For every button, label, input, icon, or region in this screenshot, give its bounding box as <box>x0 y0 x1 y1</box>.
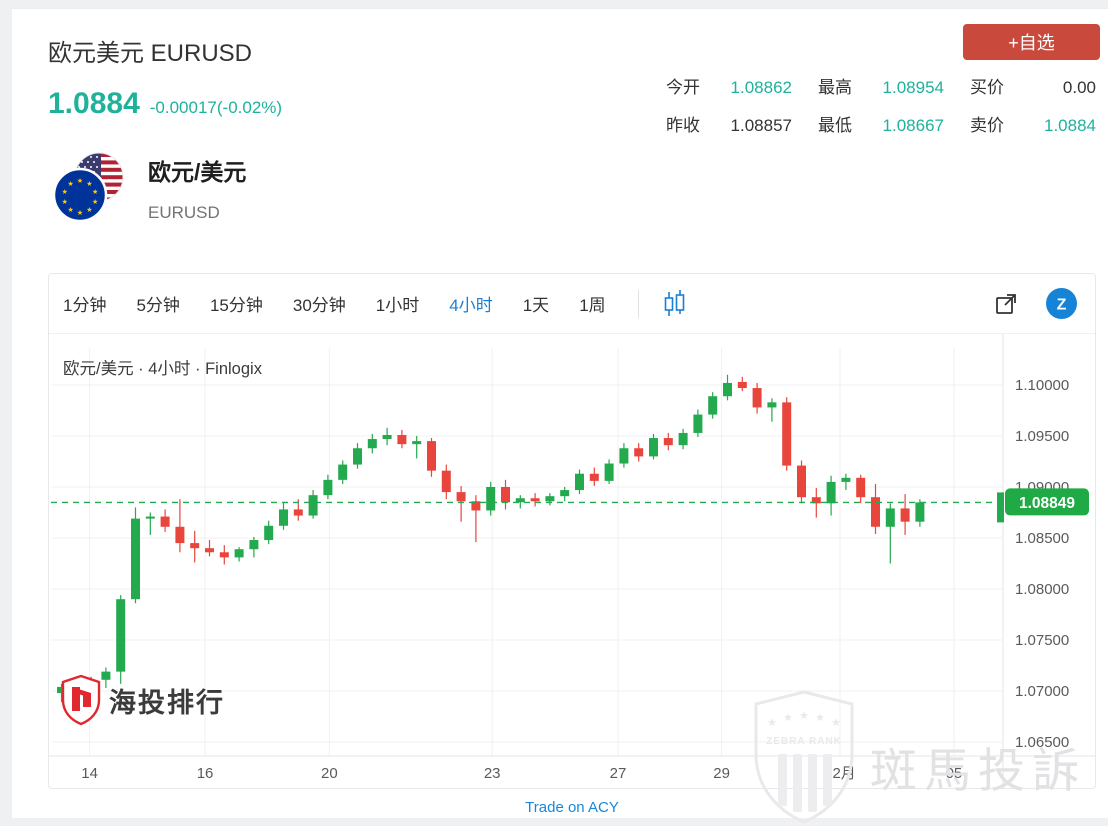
timeframe-tab-1小时[interactable]: 1小时 <box>376 285 419 322</box>
svg-text:★: ★ <box>67 206 73 214</box>
timeframe-tab-1周[interactable]: 1周 <box>579 285 605 322</box>
trade-on-acy-link[interactable]: Trade on ACY <box>525 799 619 816</box>
y-axis-label: 1.07000 <box>1015 683 1069 700</box>
stat-bid: 买价 0.00 <box>970 78 1096 97</box>
price-row: 1.0884 -0.00017(-0.02%) <box>48 87 282 121</box>
svg-text:Z: Z <box>1057 297 1067 314</box>
y-axis-label: 1.07500 <box>1015 632 1069 649</box>
y-axis-label: 1.06500 <box>1015 734 1069 751</box>
last-price-badge <box>1005 488 1089 516</box>
svg-text:★: ★ <box>77 209 83 217</box>
timeframe-tab-15分钟[interactable]: 15分钟 <box>210 285 263 322</box>
y-axis-label: 1.09500 <box>1015 428 1069 445</box>
x-axis-label: 20 <box>321 765 338 782</box>
x-axis-label: 16 <box>197 765 214 782</box>
y-axis-label: 1.10000 <box>1015 377 1069 394</box>
x-axis-label: 23 <box>484 765 501 782</box>
instrument-name: 欧元/美元 <box>148 159 247 185</box>
svg-text:★: ★ <box>86 206 92 214</box>
candlestick-chart[interactable]: 1.100001.095001.090001.085001.080001.075… <box>49 334 1095 789</box>
instrument-symbol: EURUSD <box>148 203 220 222</box>
y-axis-label: 1.08500 <box>1015 530 1069 547</box>
svg-text:★: ★ <box>62 198 68 206</box>
x-axis-label: 12月 <box>824 765 856 782</box>
timeframe-tab-30分钟[interactable]: 30分钟 <box>293 285 346 322</box>
x-axis-label: 14 <box>81 765 98 782</box>
instrument-header: ★ ★ ★ ★ ★ ★ ★ ★ ★ ★ 欧元/美元 EURUSD <box>52 151 247 223</box>
chart-card: 1分钟 5分钟 15分钟 30分钟 1小时 4小时 1天 1周 <box>48 273 1096 789</box>
timeframe-tab-4小时[interactable]: 4小时 <box>449 285 492 322</box>
add-watchlist-button[interactable]: +自选 <box>963 24 1100 60</box>
price-change: -0.00017(-0.02%) <box>149 98 283 117</box>
candlestick-style-icon[interactable] <box>661 289 688 319</box>
svg-text:★: ★ <box>86 180 92 188</box>
chart-legend: 欧元/美元 · 4小时 · Finlogix <box>63 359 263 378</box>
chart-toolbar: 1分钟 5分钟 15分钟 30分钟 1小时 4小时 1天 1周 <box>49 274 1095 334</box>
toolbar-divider <box>637 289 639 318</box>
timeframe-tabs: 1分钟 5分钟 15分钟 30分钟 1小时 4小时 1天 1周 <box>63 285 636 322</box>
stat-open: 今开 1.08862 <box>666 78 792 97</box>
x-axis-label: 27 <box>610 765 627 782</box>
eur-usd-flags-icon: ★ ★ ★ ★ ★ ★ ★ ★ ★ ★ <box>52 151 126 223</box>
stat-ask: 卖价 1.0884 <box>970 116 1096 135</box>
x-axis-label: 29 <box>713 765 730 782</box>
x-axis-label: 05 <box>946 765 963 782</box>
svg-text:★: ★ <box>62 188 68 196</box>
svg-text:★: ★ <box>67 180 73 188</box>
last-price-badge-text: 1.08849 <box>1019 495 1075 512</box>
timeframe-tab-1分钟[interactable]: 1分钟 <box>63 285 106 322</box>
stat-low: 最低 1.08667 <box>818 116 944 135</box>
external-link-icon[interactable] <box>994 292 1018 316</box>
timeframe-tab-1天[interactable]: 1天 <box>523 285 549 322</box>
y-axis-label: 1.08000 <box>1015 581 1069 598</box>
stat-high: 最高 1.08954 <box>818 78 944 97</box>
timeframe-tab-5分钟[interactable]: 5分钟 <box>136 285 179 322</box>
z-brand-icon[interactable]: Z <box>1046 288 1077 319</box>
svg-text:★: ★ <box>92 198 98 206</box>
page-title: 欧元美元 EURUSD <box>48 40 253 67</box>
svg-text:★: ★ <box>92 188 98 196</box>
main-panel: 欧元美元 EURUSD +自选 1.0884 -0.00017(-0.02%) … <box>12 8 1108 818</box>
svg-text:★: ★ <box>77 177 83 185</box>
current-price: 1.0884 <box>48 87 140 120</box>
stat-prev-close: 昨收 1.08857 <box>666 116 792 135</box>
quote-stats: 今开 1.08862 最高 1.08954 买价 0.00 昨收 1.08857… <box>666 73 1096 136</box>
